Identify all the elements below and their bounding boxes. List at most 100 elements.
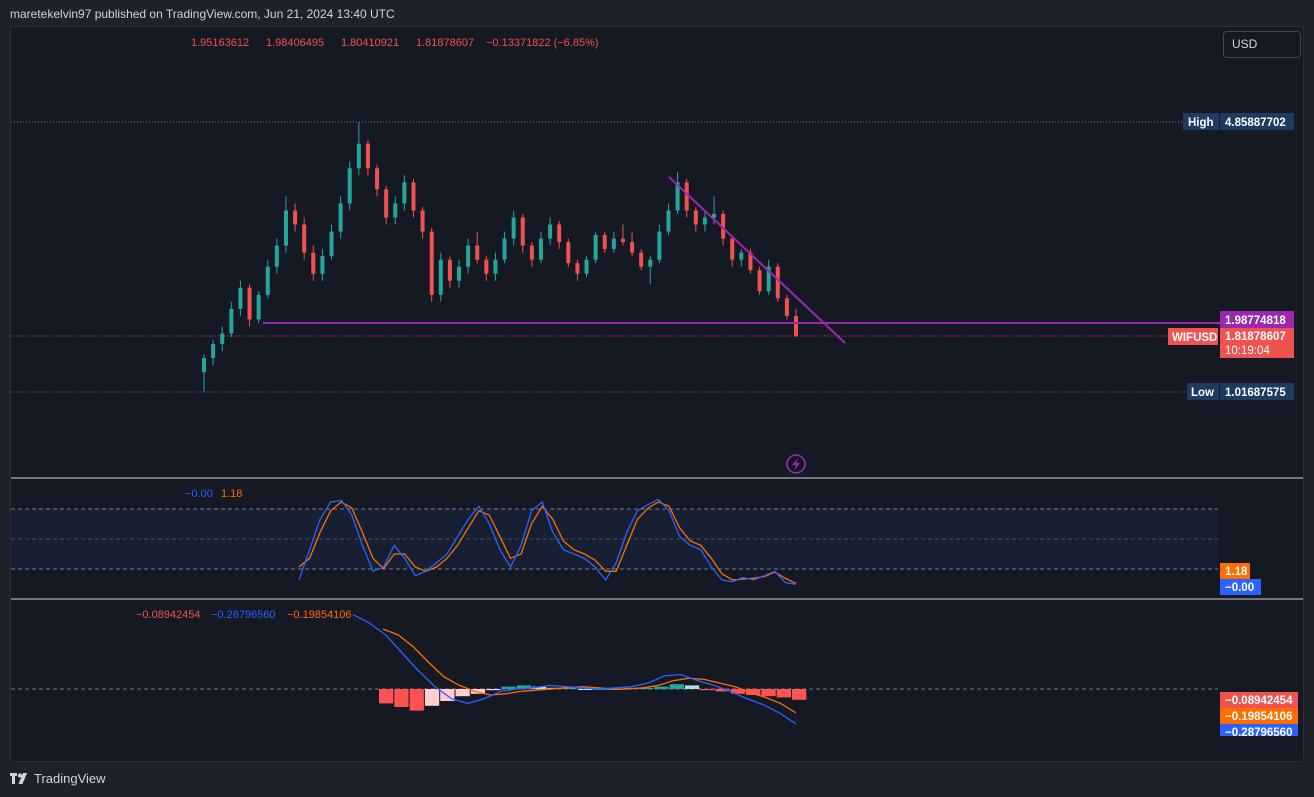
candle-body bbox=[757, 270, 762, 292]
macd-hist-bar bbox=[684, 685, 700, 689]
candle-body bbox=[538, 238, 543, 260]
low-value-box bbox=[1220, 383, 1294, 400]
candle bbox=[575, 259, 580, 281]
candle-body bbox=[548, 224, 553, 239]
candle bbox=[356, 121, 361, 176]
candle bbox=[648, 256, 653, 285]
stoch-k-label-box bbox=[1220, 579, 1261, 595]
candle bbox=[730, 235, 735, 267]
candle bbox=[393, 196, 398, 225]
candle bbox=[657, 224, 662, 264]
candle bbox=[429, 228, 434, 302]
candle bbox=[484, 256, 489, 281]
candles-group bbox=[202, 121, 798, 392]
stoch-d-label: 1.18 bbox=[1225, 566, 1248, 578]
footer-brand[interactable]: TradingView bbox=[34, 771, 106, 786]
ohlc-high: 1.98406495 bbox=[266, 37, 324, 49]
candle-body bbox=[484, 259, 489, 274]
candle-body bbox=[202, 358, 206, 373]
candle-body bbox=[775, 266, 780, 299]
candle-body bbox=[447, 259, 452, 281]
candle bbox=[593, 231, 598, 264]
candle bbox=[347, 161, 352, 211]
stoch-d-legend: 1.18 bbox=[221, 488, 242, 500]
chart-canvas[interactable]: 1.95163612 1.98406495 1.80410921 1.81878… bbox=[11, 27, 1304, 762]
candle bbox=[256, 291, 261, 323]
candle-body bbox=[648, 259, 653, 267]
candle bbox=[630, 231, 635, 257]
candle bbox=[229, 301, 234, 337]
candle-body bbox=[256, 294, 261, 320]
currency-button[interactable]: USD bbox=[1223, 31, 1301, 58]
candle-body bbox=[639, 252, 644, 267]
low-caption: Low bbox=[1191, 387, 1214, 399]
candle-body bbox=[320, 256, 325, 274]
candle-body bbox=[784, 298, 789, 316]
candle-body bbox=[220, 333, 225, 344]
macd-hist-bar bbox=[455, 689, 470, 697]
candle-body bbox=[411, 182, 416, 211]
last-value-box bbox=[1220, 328, 1294, 358]
candle bbox=[493, 252, 498, 281]
stoch-rsi-pane[interactable]: −0.00 1.18 1.18 −0.00 bbox=[11, 488, 1261, 595]
candle bbox=[784, 294, 789, 320]
price-pane[interactable]: 1.95163612 1.98406495 1.80410921 1.81878… bbox=[11, 37, 1294, 474]
macd-hist-bar bbox=[715, 689, 730, 692]
candle bbox=[247, 284, 252, 327]
lightning-icon[interactable] bbox=[786, 454, 806, 474]
macd-hist-bar bbox=[730, 689, 746, 694]
candle bbox=[202, 354, 206, 392]
candle bbox=[548, 217, 553, 246]
symbol-box bbox=[1168, 328, 1218, 345]
chart-frame[interactable]: 1.95163612 1.98406495 1.80410921 1.81878… bbox=[10, 26, 1304, 762]
candle bbox=[639, 249, 644, 271]
macd-hist-bar bbox=[700, 689, 715, 691]
macd-signal-label: −0.19854106 bbox=[1225, 711, 1292, 723]
candle bbox=[611, 231, 616, 253]
candle-body bbox=[475, 245, 480, 260]
candle bbox=[338, 196, 343, 239]
tradingview-logo-icon[interactable] bbox=[10, 772, 30, 785]
high-value: 4.85887702 bbox=[1225, 117, 1286, 129]
candle-body bbox=[238, 287, 243, 309]
candle-body bbox=[265, 266, 270, 295]
candle-body bbox=[229, 308, 234, 334]
macd-hist-bar bbox=[379, 689, 394, 704]
ohlc-open: 1.95163612 bbox=[191, 37, 249, 49]
candle bbox=[475, 231, 480, 264]
candle-body bbox=[429, 231, 434, 295]
candle-body bbox=[457, 266, 462, 281]
candle bbox=[584, 256, 589, 278]
candle-body bbox=[620, 238, 625, 243]
macd-hist-bar bbox=[470, 689, 486, 694]
candle bbox=[566, 238, 571, 267]
macd-hist-bar bbox=[761, 689, 776, 697]
candle-body bbox=[684, 182, 689, 211]
support-value: 1.98774818 bbox=[1225, 315, 1286, 327]
candle-body bbox=[311, 252, 316, 274]
macd-hist-bar bbox=[424, 689, 440, 706]
candle-body bbox=[293, 210, 298, 225]
candle bbox=[775, 263, 780, 302]
stoch-k-label: −0.00 bbox=[1225, 582, 1254, 594]
candle-body bbox=[375, 168, 380, 190]
footer: TradingView bbox=[10, 771, 106, 786]
candle-body bbox=[557, 224, 562, 243]
candle bbox=[457, 259, 462, 288]
candle-body bbox=[566, 242, 571, 264]
resistance-trendline[interactable] bbox=[668, 176, 846, 344]
ohlc-low: 1.80410921 bbox=[341, 37, 399, 49]
candle-body bbox=[748, 252, 753, 271]
macd-hist-bar bbox=[654, 686, 669, 689]
candle-body bbox=[393, 203, 398, 218]
macd-pane[interactable]: −0.08942454 −0.28796560 −0.19854106 −0.0… bbox=[11, 609, 1298, 739]
candle-body bbox=[347, 168, 352, 204]
candle-body bbox=[438, 259, 443, 295]
macd-hist-bar bbox=[409, 689, 424, 711]
candle-body bbox=[338, 203, 343, 232]
candle bbox=[283, 196, 288, 253]
candle bbox=[411, 178, 416, 218]
publisher-line: maretekelvin97 published on TradingView.… bbox=[10, 7, 395, 21]
candle bbox=[502, 231, 507, 264]
